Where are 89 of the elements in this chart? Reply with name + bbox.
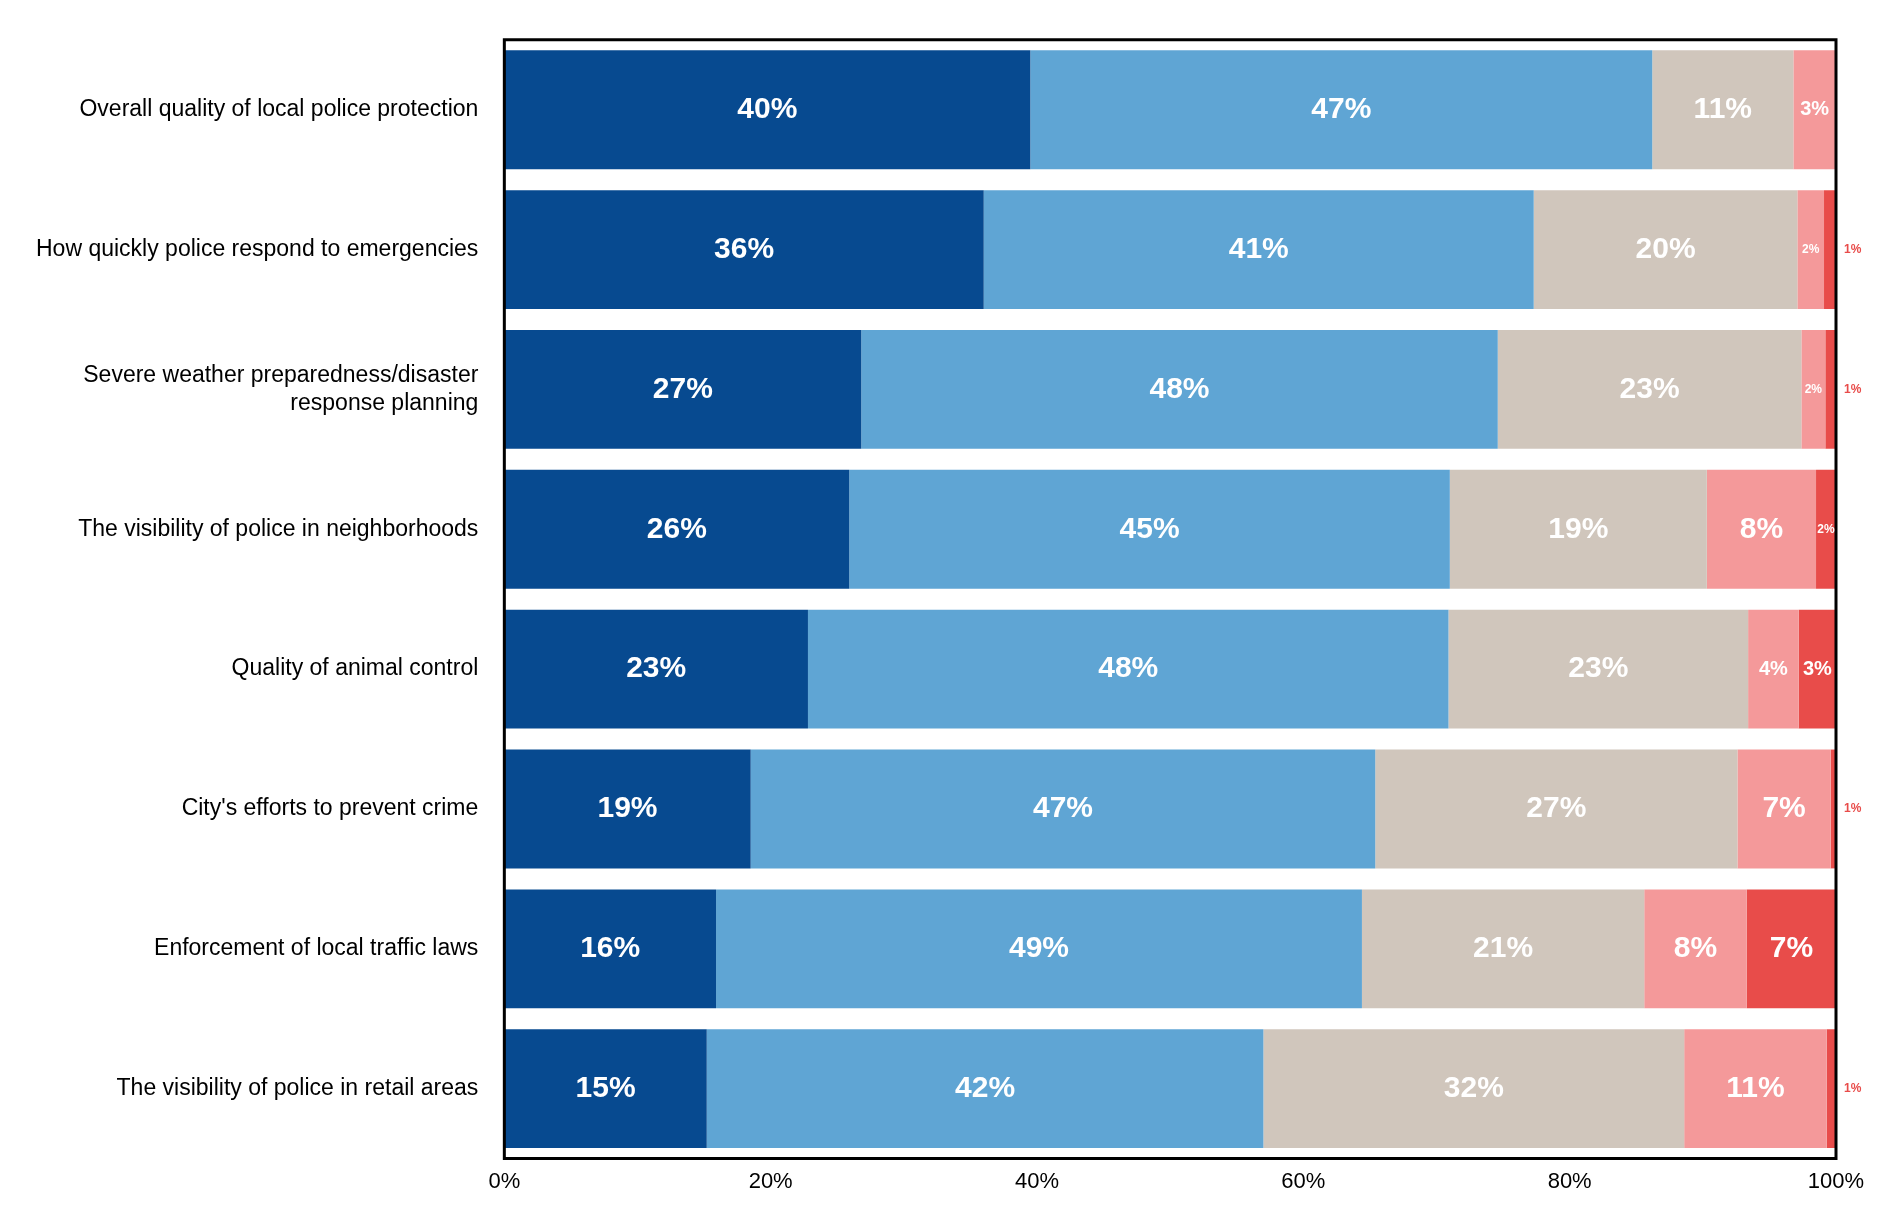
x-tick-label: 100% — [1807, 1167, 1865, 1193]
bar — [1801, 329, 1826, 449]
data-label: 47% — [1311, 90, 1372, 124]
data-label: 27% — [652, 370, 713, 404]
bar — [504, 329, 862, 449]
data-label: 4% — [1758, 656, 1789, 679]
data-label: 1% — [1844, 241, 1862, 256]
data-label: 8% — [1673, 930, 1718, 964]
bar — [1448, 609, 1749, 729]
bar — [504, 190, 984, 310]
y-tick-label: How quickly police respond to emergencies — [35, 234, 479, 261]
y-tick-label: Overall quality of local police protection — [79, 95, 479, 122]
bar — [1746, 889, 1836, 1009]
y-tick-label: The visibility of police in retail areas — [116, 1074, 479, 1101]
bar — [1652, 50, 1794, 170]
bar — [849, 469, 1450, 589]
bar — [1798, 609, 1836, 729]
bar — [504, 889, 717, 1009]
bar — [1449, 469, 1707, 589]
bar — [1361, 889, 1645, 1009]
data-label: 16% — [580, 930, 641, 964]
data-label: 23% — [626, 650, 687, 684]
bar — [1497, 329, 1802, 449]
bar — [1375, 749, 1738, 869]
bar — [504, 469, 850, 589]
data-label: 1% — [1844, 381, 1862, 396]
bar — [983, 190, 1534, 310]
x-tick-label: 0% — [488, 1167, 521, 1193]
data-label: 11% — [1726, 1069, 1785, 1103]
bar — [1737, 749, 1831, 869]
data-label: 19% — [597, 790, 658, 824]
bar — [1825, 329, 1836, 449]
data-label: 2% — [1802, 241, 1820, 256]
data-label: 20% — [1635, 230, 1696, 264]
bar — [716, 889, 1362, 1009]
bar — [1030, 50, 1653, 170]
bar — [1706, 469, 1817, 589]
bar — [504, 1029, 707, 1149]
y-tick-label: Quality of animal control — [231, 654, 479, 681]
data-label: 11% — [1693, 90, 1752, 124]
bar — [706, 1029, 1264, 1149]
data-label: 49% — [1008, 930, 1070, 964]
bar — [504, 609, 808, 729]
data-label: 47% — [1032, 790, 1093, 824]
data-label: 23% — [1619, 370, 1680, 404]
bar — [1824, 190, 1836, 310]
bar — [1684, 1029, 1827, 1149]
bar — [807, 609, 1449, 729]
data-label: 21% — [1473, 930, 1534, 964]
x-tick-label: 80% — [1547, 1167, 1592, 1193]
y-tick-label: Enforcement of local traffic laws — [154, 934, 479, 961]
data-label: 2% — [1804, 381, 1823, 396]
data-label: 42% — [955, 1069, 1016, 1103]
data-label: 3% — [1800, 97, 1830, 120]
x-tick-label: 20% — [748, 1167, 793, 1193]
bar — [1748, 609, 1799, 729]
data-label: 32% — [1443, 1069, 1504, 1103]
data-label: 1% — [1844, 801, 1862, 816]
data-label: 19% — [1548, 510, 1609, 544]
data-label: 36% — [714, 230, 775, 264]
bar — [1797, 190, 1825, 310]
bar — [1533, 190, 1798, 310]
data-label: 7% — [1769, 930, 1814, 964]
data-label: 26% — [646, 510, 707, 544]
data-label: 40% — [737, 90, 798, 124]
bar — [1793, 50, 1836, 170]
bar — [1263, 1029, 1685, 1149]
bar — [1816, 469, 1836, 589]
data-label: 8% — [1739, 510, 1784, 544]
data-label: 27% — [1526, 790, 1587, 824]
data-label: 23% — [1568, 650, 1629, 684]
data-label: 3% — [1802, 656, 1833, 679]
data-label: 45% — [1119, 510, 1180, 544]
bar — [504, 749, 751, 869]
data-label: 41% — [1228, 230, 1289, 264]
data-label: 15% — [575, 1069, 636, 1103]
bar — [750, 749, 1376, 869]
bar — [1644, 889, 1747, 1009]
data-label: 7% — [1762, 790, 1806, 824]
data-label: 1% — [1844, 1080, 1862, 1095]
bar — [504, 50, 1031, 170]
y-tick-label: City's efforts to prevent crime — [181, 794, 479, 821]
bar — [861, 329, 1498, 449]
x-tick-label: 60% — [1281, 1167, 1326, 1193]
y-tick-label: Severe weather preparedness/disaster response planning — [83, 360, 479, 415]
x-tick-label: 40% — [1014, 1167, 1060, 1193]
data-label: 48% — [1149, 370, 1210, 404]
y-tick-label: The visibility of police in neighborhoods — [78, 514, 479, 541]
data-label: 48% — [1098, 650, 1159, 684]
